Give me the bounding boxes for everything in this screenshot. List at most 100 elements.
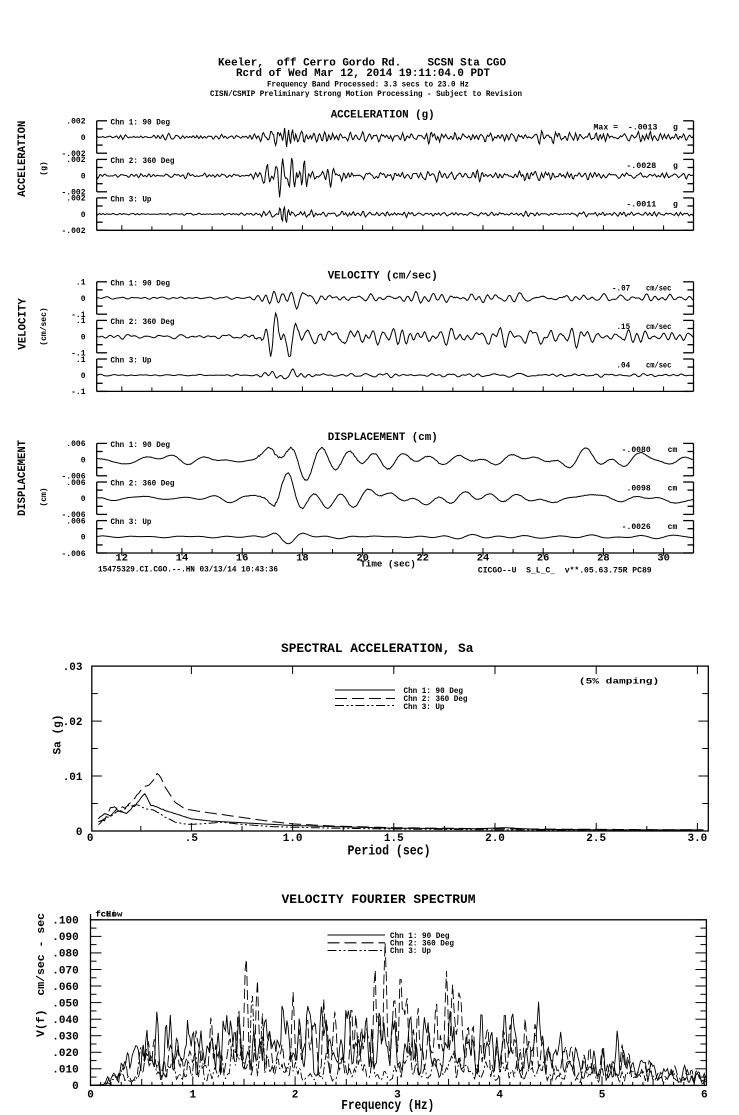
svg-text:.002: .002 — [66, 195, 85, 204]
svg-text:fcHi: fcHi — [95, 911, 116, 920]
svg-text:-.006: -.006 — [61, 511, 85, 520]
svg-text:18: 18 — [296, 554, 309, 565]
svg-text:.006: .006 — [66, 517, 85, 526]
svg-text:16: 16 — [236, 554, 249, 565]
svg-text:-.006: -.006 — [61, 473, 85, 482]
svg-text:Chn 3: Up: Chn 3: Up — [111, 518, 152, 527]
svg-text:-.0080: -.0080 — [622, 446, 651, 455]
svg-text:fcLow: fcLow — [95, 911, 122, 920]
svg-text:0: 0 — [87, 833, 94, 845]
svg-text:g: g — [673, 123, 678, 132]
svg-text:(cm): (cm) — [40, 487, 49, 506]
svg-text:VELOCITY (cm/sec): VELOCITY (cm/sec) — [328, 271, 438, 283]
svg-text:.1: .1 — [76, 356, 86, 365]
svg-text:Time (sec): Time (sec) — [360, 560, 416, 570]
svg-text:.002: .002 — [66, 156, 85, 165]
svg-text:.02: .02 — [63, 717, 83, 729]
svg-text:.0098: .0098 — [627, 485, 651, 494]
svg-text:-.1: -.1 — [71, 311, 86, 320]
svg-text:Chn 2: 360 Deg: Chn 2: 360 Deg — [111, 318, 175, 327]
svg-text:-.07: -.07 — [612, 284, 630, 293]
svg-text:g: g — [673, 162, 678, 171]
svg-text:0: 0 — [76, 827, 83, 839]
svg-text:0: 0 — [81, 456, 86, 465]
svg-text:0: 0 — [81, 495, 86, 504]
svg-text:2.5: 2.5 — [586, 833, 606, 845]
svg-text:-.002: -.002 — [61, 189, 85, 198]
svg-text:22: 22 — [417, 554, 430, 565]
svg-text:0: 0 — [81, 134, 86, 143]
svg-text:ACCELERATION: ACCELERATION — [17, 121, 29, 197]
svg-text:Sa (g): Sa (g) — [53, 715, 65, 755]
svg-text:Chn 1: 90 Deg: Chn 1: 90 Deg — [111, 118, 171, 127]
svg-text:12: 12 — [116, 554, 129, 565]
svg-text:.010: .010 — [52, 1065, 78, 1077]
svg-text:Chn 2: 360 Deg: Chn 2: 360 Deg — [404, 695, 468, 704]
svg-text:cm/sec: cm/sec — [646, 323, 672, 332]
svg-text:Chn 1: 90 Deg: Chn 1: 90 Deg — [390, 932, 450, 941]
svg-text:0: 0 — [72, 1081, 79, 1093]
svg-text:2.0: 2.0 — [485, 833, 505, 845]
svg-text:Chn 3: Up: Chn 3: Up — [111, 357, 152, 366]
svg-text:24: 24 — [477, 554, 490, 565]
svg-text:.070: .070 — [52, 965, 78, 977]
svg-text:4: 4 — [496, 1090, 503, 1102]
svg-text:-.002: -.002 — [61, 150, 85, 159]
svg-text:cm/sec: cm/sec — [646, 362, 672, 371]
svg-text:.050: .050 — [52, 998, 78, 1010]
svg-text:cm: cm — [668, 523, 678, 532]
svg-text:30: 30 — [657, 554, 670, 565]
svg-text:DISPLACEMENT: DISPLACEMENT — [17, 440, 29, 516]
svg-text:.060: .060 — [52, 982, 78, 994]
svg-text:.090: .090 — [52, 932, 78, 944]
svg-text:-.0028: -.0028 — [626, 162, 656, 171]
svg-text:.006: .006 — [66, 440, 85, 449]
svg-text:VELOCITY FOURIER SPECTRUM: VELOCITY FOURIER SPECTRUM — [282, 892, 476, 907]
svg-text:Chn 1: 90 Deg: Chn 1: 90 Deg — [111, 441, 171, 450]
svg-text:(g): (g) — [40, 161, 49, 175]
svg-text:1.5: 1.5 — [384, 833, 404, 845]
svg-text:.100: .100 — [52, 916, 78, 928]
svg-text:Chn 2: 360 Deg: Chn 2: 360 Deg — [390, 940, 454, 949]
svg-text:.020: .020 — [52, 1048, 78, 1060]
svg-text:Chn 2: 360 Deg: Chn 2: 360 Deg — [111, 480, 175, 489]
svg-text:VELOCITY: VELOCITY — [17, 298, 29, 350]
svg-text:SPECTRAL ACCELERATION, Sa: SPECTRAL ACCELERATION, Sa — [281, 641, 474, 656]
svg-text:.040: .040 — [52, 1015, 78, 1027]
svg-text:Chn 3: Up: Chn 3: Up — [404, 703, 445, 712]
svg-text:0: 0 — [81, 534, 86, 543]
svg-text:Rcrd of Wed Mar 12, 2014 19:11: Rcrd of Wed Mar 12, 2014 19:11:04.0 PDT — [236, 68, 490, 80]
svg-text:.006: .006 — [66, 479, 85, 488]
svg-text:.15: .15 — [617, 323, 631, 332]
svg-text:Frequency (Hz): Frequency (Hz) — [341, 1099, 434, 1114]
svg-text:14: 14 — [176, 554, 189, 565]
svg-text:0: 0 — [87, 1090, 94, 1102]
svg-text:0: 0 — [81, 211, 86, 220]
svg-text:0: 0 — [81, 172, 86, 181]
svg-text:5: 5 — [599, 1090, 606, 1102]
svg-text:ACCELERATION (g): ACCELERATION (g) — [331, 110, 435, 122]
svg-text:1.0: 1.0 — [283, 833, 303, 845]
svg-text:1: 1 — [189, 1090, 196, 1102]
svg-text:g: g — [673, 200, 678, 209]
svg-text:(cm/sec): (cm/sec) — [40, 307, 49, 345]
svg-text:.04: .04 — [617, 362, 631, 371]
svg-text:cm: cm — [668, 446, 678, 455]
svg-text:.1: .1 — [76, 279, 86, 288]
svg-text:3: 3 — [394, 1090, 401, 1102]
svg-text:2: 2 — [292, 1090, 299, 1102]
svg-text:.01: .01 — [63, 772, 83, 784]
svg-text:Chn 3: Up: Chn 3: Up — [390, 947, 431, 956]
svg-text:.080: .080 — [52, 949, 78, 961]
svg-text:Chn 2: 360 Deg: Chn 2: 360 Deg — [111, 157, 175, 166]
svg-text:26: 26 — [537, 554, 550, 565]
svg-text:-.002: -.002 — [61, 227, 85, 236]
svg-text:15475329.CI.CGO.--.HN 03/13/14: 15475329.CI.CGO.--.HN 03/13/14 10:43:36 — [98, 566, 278, 575]
svg-text:.5: .5 — [185, 833, 199, 845]
svg-text:V(f) cm/sec - sec: V(f) cm/sec - sec — [36, 913, 48, 1037]
svg-text:-.1: -.1 — [71, 388, 86, 397]
svg-text:.030: .030 — [52, 1032, 78, 1044]
svg-text:(5% damping): (5% damping) — [579, 677, 659, 686]
svg-text:-.1: -.1 — [71, 350, 86, 359]
svg-text:0: 0 — [81, 333, 86, 342]
